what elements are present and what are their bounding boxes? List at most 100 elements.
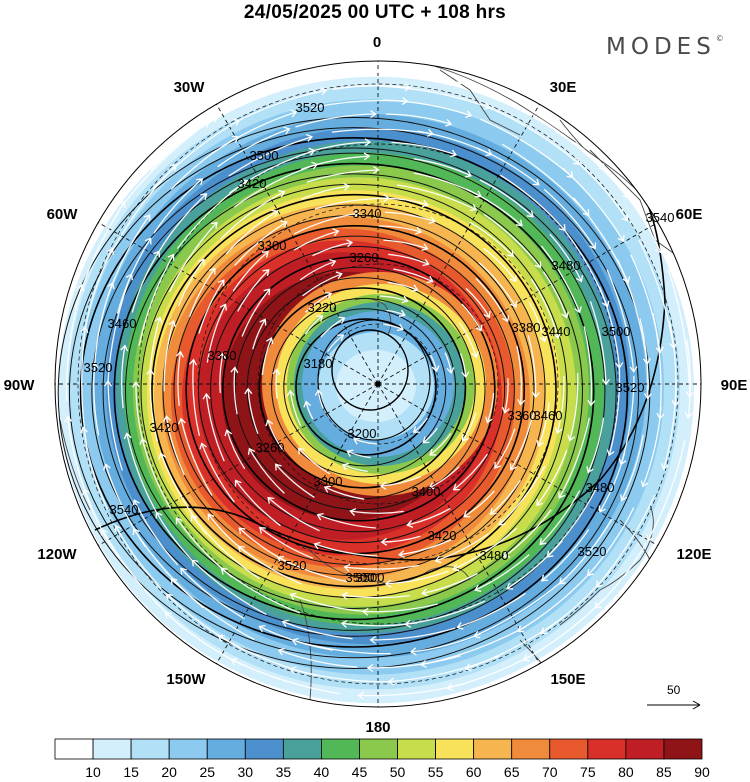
streamline (232, 251, 269, 292)
streamline (152, 119, 240, 190)
contour-label: 3460 (108, 316, 137, 331)
streamline (275, 463, 315, 498)
streamline (314, 197, 389, 210)
streamline-arrowhead (404, 83, 412, 92)
meridian-line (216, 383, 379, 664)
streamline (192, 359, 201, 436)
streamline (131, 251, 160, 313)
streamline (589, 301, 607, 385)
colorbar-swatch (321, 738, 360, 760)
latitude-circle (77, 83, 679, 685)
streamline-arrowhead (238, 527, 246, 535)
streamline (499, 465, 546, 526)
streamline-arrowhead (428, 482, 436, 490)
streamline (220, 191, 285, 240)
contour-label: 3220 (308, 300, 337, 315)
streamline (207, 513, 251, 556)
streamline-arrowhead (598, 505, 606, 513)
streamline-arrowhead (120, 344, 129, 352)
streamline (247, 388, 259, 435)
streamline-arrowhead (655, 246, 663, 254)
streamline-arrowhead (261, 250, 269, 258)
streamline (528, 301, 546, 342)
contour-label: 3500 (346, 570, 375, 585)
streamline (543, 188, 596, 249)
streamline-arrowhead (106, 247, 114, 255)
streamline (299, 260, 336, 281)
streamline-arrowhead (411, 284, 419, 292)
streamline (429, 433, 452, 456)
streamline (312, 241, 353, 257)
streamline (327, 334, 344, 352)
streamline (490, 479, 522, 515)
streamline (317, 390, 324, 409)
streamline-arrowhead (144, 237, 152, 245)
streamline (540, 245, 581, 313)
streamline (176, 517, 233, 578)
streamline (463, 490, 495, 518)
streamline-arrowhead (175, 517, 183, 525)
streamline (133, 499, 179, 566)
streamline-arrowhead (509, 274, 517, 283)
streamline-arrowhead (531, 391, 540, 399)
latitude-circle (137, 143, 619, 625)
streamline-arrowhead (463, 510, 471, 518)
streamline-arrowhead (305, 133, 314, 142)
streamline (407, 507, 451, 526)
colorbar-tick-label: 90 (694, 764, 710, 780)
copyright-mark: © (715, 34, 724, 43)
streamline (457, 592, 526, 629)
streamline-arrowhead (421, 588, 429, 597)
streamline (379, 295, 408, 302)
streamline (583, 326, 593, 406)
streamline-arrowhead (384, 579, 392, 588)
height-contour (317, 319, 431, 441)
height-contour (331, 329, 409, 411)
streamline-arrowhead (265, 419, 274, 427)
streamline-arrowhead (217, 279, 225, 287)
streamline (235, 480, 281, 527)
streamline-arrowhead (455, 78, 463, 86)
streamline (483, 247, 517, 282)
streamline-arrowhead (218, 351, 227, 359)
streamline-arrowhead (620, 494, 628, 502)
streamline (429, 466, 460, 489)
colorbar-swatch (282, 738, 322, 760)
streamline-arrowhead (369, 635, 377, 645)
streamline-arrowhead (247, 447, 256, 455)
brand-name: MODES (606, 34, 716, 60)
streamline (344, 564, 419, 570)
contour-label: 3420 (150, 420, 179, 435)
streamline (539, 490, 581, 545)
contour-label: 3200 (348, 426, 377, 441)
contour-label: 3500 (356, 570, 385, 585)
streamline-arrowhead (357, 691, 365, 700)
streamline (370, 627, 456, 641)
streamline (350, 510, 404, 514)
streamline (226, 430, 246, 470)
streamline-arrowhead (379, 481, 387, 490)
streamline (430, 354, 438, 372)
streamline-arrowhead (509, 463, 517, 471)
streamline (298, 447, 331, 475)
contour-label: 3300 (258, 238, 287, 253)
streamline-arrowhead (283, 126, 291, 135)
colorbar-swatch (549, 738, 589, 760)
streamline (314, 543, 378, 557)
streamline-arrowhead (421, 71, 429, 80)
streamline (198, 279, 225, 334)
streamline (452, 527, 518, 570)
streamline-arrowhead (452, 483, 460, 491)
streamline (302, 273, 342, 297)
height-contour (162, 204, 546, 577)
streamline (367, 655, 461, 669)
streamline (465, 287, 490, 318)
streamline-arrowhead (316, 315, 324, 322)
streamline-arrowhead (132, 499, 140, 507)
height-contour (221, 256, 496, 522)
latitude-circle (197, 203, 559, 565)
streamline-arrowhead (207, 513, 215, 521)
streamline (241, 288, 271, 337)
streamline (475, 277, 509, 322)
streamline-arrowhead (502, 550, 511, 558)
